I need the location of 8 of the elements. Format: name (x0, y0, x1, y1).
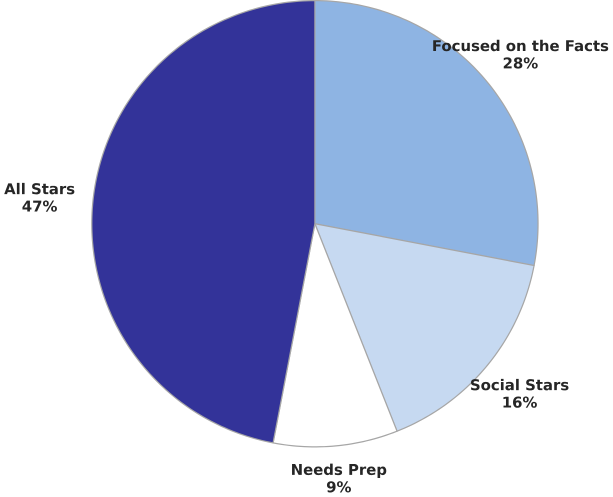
data-label: 47% (22, 200, 57, 212)
data-label: 16% (503, 396, 537, 408)
slice-label: All Stars (4, 183, 74, 195)
data-label: 9% (326, 481, 351, 493)
slice-label: Needs Prep (292, 464, 386, 478)
data-label: 28% (504, 58, 538, 69)
slice-label: Focused on the Facts (433, 40, 608, 52)
slice-label: Social Stars (471, 379, 568, 391)
